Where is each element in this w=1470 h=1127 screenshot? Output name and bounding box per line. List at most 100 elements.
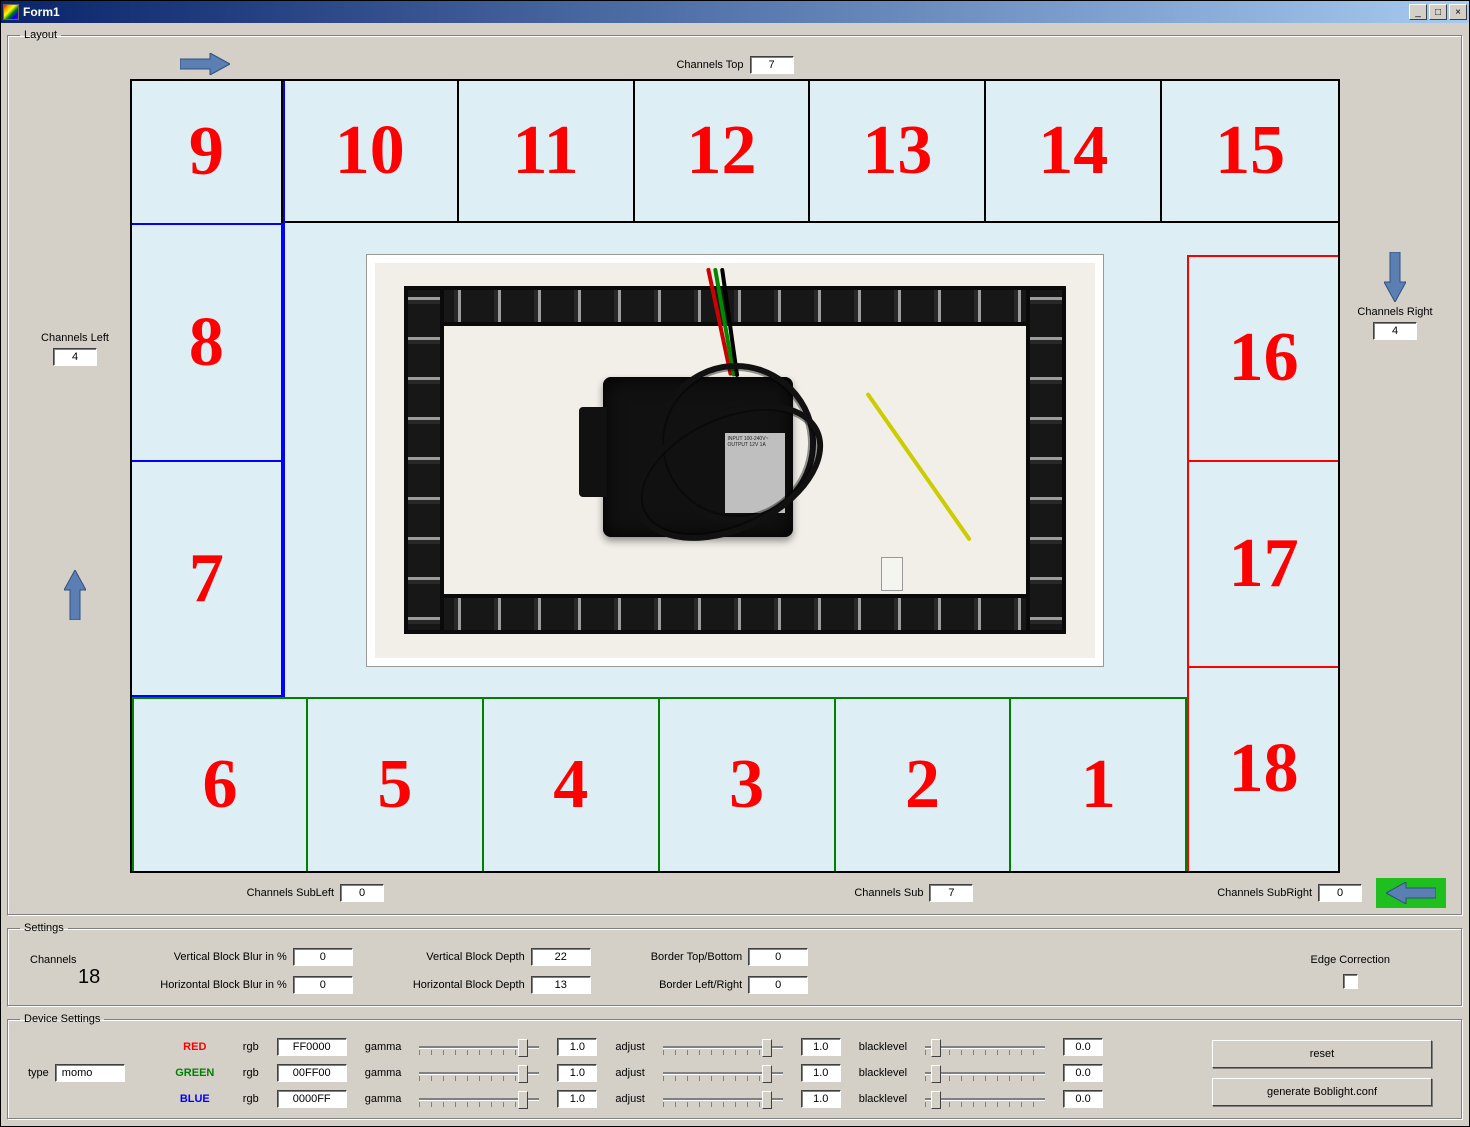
blacklevel-label: blacklevel [859, 1093, 907, 1105]
channel-zone-7: 7 [132, 460, 283, 697]
adjust-input[interactable] [801, 1090, 841, 1108]
border-lr-label: Border Left/Right [659, 979, 742, 991]
color-label: GREEN [165, 1067, 225, 1079]
blacklevel-slider[interactable] [925, 1089, 1045, 1109]
channel-zone-label: 7 [189, 544, 224, 614]
gamma-input[interactable] [557, 1038, 597, 1056]
color-label: RED [165, 1041, 225, 1053]
vert-depth-label: Vertical Block Depth [426, 951, 524, 963]
gamma-slider[interactable] [419, 1063, 539, 1083]
device-type-label: type [28, 1067, 49, 1079]
client-area: Layout Channels Top Channels Left [1, 23, 1469, 1126]
app-window: Form1 _ □ × Layout Channels Top Channels… [0, 0, 1470, 1127]
border-lr-input[interactable] [748, 976, 808, 994]
pcb-frame: INPUT 100-240V~OUTPUT 12V 1A [404, 286, 1066, 633]
channel-zone-14: 14 [986, 81, 1162, 223]
vert-blur-input[interactable] [293, 948, 353, 966]
adjust-slider[interactable] [663, 1089, 783, 1109]
vert-blur-label: Vertical Block Blur in % [174, 951, 287, 963]
rgb-rows: REDrgbgammaadjustblacklevelGREENrgbgamma… [165, 1037, 1103, 1109]
reset-button[interactable]: reset [1212, 1040, 1432, 1068]
generate-button[interactable]: generate Boblight.conf [1212, 1078, 1432, 1106]
border-tb-label: Border Top/Bottom [651, 951, 743, 963]
channel-zone-label: 11 [512, 116, 578, 186]
channel-zone-9: 9 [132, 81, 283, 223]
blacklevel-slider[interactable] [925, 1063, 1045, 1083]
blacklevel-label: blacklevel [859, 1041, 907, 1053]
device-type-input[interactable] [55, 1064, 125, 1082]
vert-depth-input[interactable] [531, 948, 591, 966]
gamma-input[interactable] [557, 1090, 597, 1108]
window-title: Form1 [23, 5, 60, 19]
center-photo: INPUT 100-240V~OUTPUT 12V 1A [367, 255, 1103, 666]
channel-zone-18: 18 [1187, 666, 1338, 871]
blacklevel-input[interactable] [1063, 1038, 1103, 1056]
left-side-col: Channels Left [20, 79, 130, 873]
horiz-blur-input[interactable] [293, 976, 353, 994]
close-button[interactable]: × [1449, 4, 1467, 20]
blacklevel-input[interactable] [1063, 1064, 1103, 1082]
rgb-hex-input[interactable] [277, 1090, 347, 1108]
channel-zone-4: 4 [484, 697, 660, 871]
channel-zone-label: 5 [377, 750, 412, 820]
channel-zone-label: 6 [202, 750, 237, 820]
blacklevel-input[interactable] [1063, 1090, 1103, 1108]
channel-zone-10: 10 [283, 81, 459, 223]
channel-zone-label: 1 [1081, 750, 1116, 820]
color-label: BLUE [165, 1093, 225, 1105]
channel-zone-2: 2 [836, 697, 1012, 871]
gamma-slider[interactable] [419, 1089, 539, 1109]
edge-correction-checkbox[interactable] [1343, 974, 1358, 989]
gamma-slider[interactable] [419, 1037, 539, 1057]
device-grid: type REDrgbgammaadjustblacklevelGREENrgb… [20, 1035, 1450, 1111]
blacklevel-slider[interactable] [925, 1037, 1045, 1057]
channels-right-input[interactable] [1373, 322, 1417, 340]
channels-left-input[interactable] [53, 348, 97, 366]
channels-top-input[interactable] [750, 56, 794, 74]
channel-zone-label: 2 [905, 750, 940, 820]
border-tb-input[interactable] [748, 948, 808, 966]
channel-zone-label: 9 [189, 117, 224, 187]
horiz-blur-label: Horizontal Block Blur in % [160, 979, 287, 991]
horiz-depth-input[interactable] [531, 976, 591, 994]
channel-zone-label: 16 [1229, 323, 1299, 393]
blacklevel-label: blacklevel [859, 1067, 907, 1079]
channels-subleft-pair: Channels SubLeft [247, 884, 384, 902]
channels-right-label: Channels Right [1357, 306, 1432, 318]
channel-zone-13: 13 [810, 81, 986, 223]
layout-legend: Layout [20, 29, 61, 41]
channels-top-pair: Channels Top [676, 56, 793, 74]
channel-zone-1: 1 [1011, 697, 1187, 871]
channels-sub-label: Channels Sub [854, 887, 923, 899]
channels-subright-pair: Channels SubRight [1217, 884, 1362, 902]
settings-grid: Channels 18 Vertical Block Blur in % Hor… [20, 944, 1450, 998]
adjust-label: adjust [615, 1041, 644, 1053]
channels-subleft-input[interactable] [340, 884, 384, 902]
channel-zone-label: 15 [1215, 116, 1285, 186]
adjust-slider[interactable] [663, 1063, 783, 1083]
rgb-hex-input[interactable] [277, 1064, 347, 1082]
rgb-hex-input[interactable] [277, 1038, 347, 1056]
adjust-input[interactable] [801, 1064, 841, 1082]
left-col-border [283, 81, 285, 697]
channel-zone-label: 3 [729, 750, 764, 820]
channel-zone-label: 17 [1229, 529, 1299, 599]
channel-zone-label: 8 [189, 308, 224, 378]
channel-zone-11: 11 [459, 81, 635, 223]
app-icon [3, 4, 19, 20]
adjust-slider[interactable] [663, 1037, 783, 1057]
gamma-input[interactable] [557, 1064, 597, 1082]
channel-zone-15: 15 [1162, 81, 1338, 223]
layout-top-row: Channels Top [20, 51, 1450, 79]
channels-total-value: 18 [30, 966, 100, 989]
edge-correction-label: Edge Correction [1311, 954, 1391, 966]
channels-sub-input[interactable] [929, 884, 973, 902]
minimize-button[interactable]: _ [1409, 4, 1427, 20]
right-side-col: Channels Right [1340, 79, 1450, 873]
adjust-label: adjust [615, 1067, 644, 1079]
gamma-label: gamma [365, 1093, 402, 1105]
adjust-input[interactable] [801, 1038, 841, 1056]
channels-subright-input[interactable] [1318, 884, 1362, 902]
titlebar: Form1 _ □ × [1, 1, 1469, 23]
maximize-button[interactable]: □ [1429, 4, 1447, 20]
